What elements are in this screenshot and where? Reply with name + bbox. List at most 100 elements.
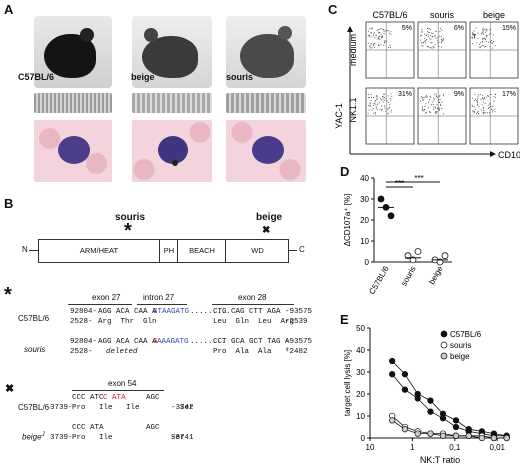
- d-point: [387, 212, 395, 220]
- flow-event-dot: [438, 45, 440, 47]
- seq1-row1-seq-a: AGG ACA CAA A: [98, 308, 157, 316]
- flow-event-dot: [437, 96, 439, 98]
- flow-event-dot: [420, 100, 422, 102]
- flow-event-dot: [370, 100, 372, 102]
- flow-event-dot: [373, 32, 375, 34]
- flow-event-dot: [472, 32, 474, 34]
- flow-event-dot: [476, 112, 477, 114]
- flow-event-dot: [387, 30, 389, 32]
- flow-event-dot: [382, 29, 384, 31]
- flow-event-dot: [440, 105, 442, 106]
- e-y-tick-label: 0: [361, 434, 366, 443]
- flow-event-dot: [368, 30, 370, 32]
- flow-event-dot: [368, 104, 370, 106]
- domain-wd: WD: [225, 240, 289, 262]
- d-point: [414, 248, 422, 255]
- seq1-row2-seq-a: AGG ACA CAA A: [98, 338, 157, 346]
- seq1-row2-deleted: deleted: [106, 348, 138, 356]
- flow-event-dot: [483, 38, 485, 40]
- flow-event-dot: [439, 102, 441, 103]
- flow-event-dot: [482, 98, 484, 100]
- flow-event-dot: [385, 30, 387, 32]
- panel-a-letter: A: [4, 2, 14, 17]
- e-point: [427, 430, 434, 437]
- beige-mutation-label: beige: [256, 212, 283, 223]
- flow-event-dot: [432, 45, 434, 47]
- flow-event-dot: [473, 35, 475, 37]
- flow-event-dot: [438, 109, 440, 111]
- flow-event-dot: [474, 36, 475, 38]
- flow-event-dot: [479, 44, 480, 45]
- flow-event-dot: [420, 35, 422, 37]
- flow-event-dot: [430, 29, 432, 30]
- protein-domain-bar: ARM/HEAT PH BEACH WD: [38, 239, 289, 263]
- flow-event-dot: [482, 106, 484, 108]
- mouse-label-souris: souris: [226, 72, 254, 82]
- domain-beach: BEACH: [177, 240, 226, 262]
- seq2-row1-seq: CCC ATC: [72, 394, 104, 402]
- hair-micrograph-c57bl6: [34, 93, 112, 113]
- flow-event-dot: [373, 46, 375, 48]
- e-point: [414, 395, 421, 402]
- seq1-row2-name: souris: [24, 345, 46, 354]
- flow-event-dot: [486, 112, 488, 114]
- flow-event-dot: [367, 97, 369, 99]
- seq1-row1-pos-a: 92804-: [70, 308, 98, 316]
- flow-event-dot: [373, 44, 374, 46]
- flow-event-dot: [376, 95, 378, 97]
- flow-event-dot: [424, 33, 425, 35]
- flow-event-dot: [483, 101, 485, 103]
- flow-event-dot: [367, 34, 369, 36]
- flow-event-dot: [442, 113, 444, 115]
- flow-event-dot: [388, 101, 390, 103]
- e-legend-label-2: beige: [450, 352, 470, 361]
- seq1-row2-aa-c: Pro Ala Ala *: [213, 348, 290, 356]
- souris-star-marker: *: [124, 220, 132, 242]
- flow-percent-0-1: 6%: [454, 25, 464, 32]
- flow-event-dot: [421, 108, 423, 110]
- exon27-line: [68, 304, 132, 305]
- flow-event-dot: [379, 28, 381, 30]
- n-terminus-line: [29, 250, 38, 251]
- e-point: [401, 386, 409, 393]
- flow-event-dot: [435, 37, 437, 39]
- flow-x-axis-label: CD107a: [498, 150, 520, 160]
- flow-event-dot: [484, 46, 486, 48]
- e-series-line-0: [391, 360, 507, 437]
- flow-y-axis-label: NK1.1: [348, 97, 358, 122]
- flow-event-dot: [373, 108, 375, 110]
- flow-event-dot: [370, 43, 372, 45]
- flow-event-dot: [431, 32, 433, 34]
- flow-event-dot: [484, 38, 486, 40]
- flow-event-dot: [433, 35, 435, 37]
- e-x-tick-label: 10: [366, 443, 375, 452]
- flow-event-dot: [373, 33, 374, 35]
- flow-event-dot: [374, 103, 376, 105]
- flow-event-dot: [494, 97, 496, 99]
- flow-event-dot: [381, 109, 383, 110]
- flow-col-label-0: C57BL/6: [372, 10, 407, 20]
- flow-event-dot: [494, 111, 496, 113]
- flow-event-dot: [441, 39, 442, 40]
- flow-event-dot: [370, 32, 372, 33]
- flow-event-dot: [374, 43, 375, 44]
- flow-event-dot: [383, 33, 385, 35]
- flow-event-dot: [489, 112, 491, 114]
- e-point: [452, 423, 460, 431]
- flow-event-dot: [390, 111, 392, 113]
- flow-event-dot: [375, 103, 377, 105]
- flow-event-dot: [433, 46, 435, 48]
- flow-event-dot: [381, 105, 383, 107]
- flow-event-dot: [442, 38, 444, 40]
- flow-event-dot: [441, 108, 443, 109]
- hair-micrograph-souris: [226, 93, 306, 113]
- flow-percent-1-2: 17%: [502, 91, 516, 98]
- e-point: [465, 432, 472, 439]
- d-point: [436, 258, 444, 266]
- e-point: [389, 357, 396, 365]
- flow-event-dot: [489, 103, 491, 105]
- flow-event-dot: [489, 46, 491, 48]
- flow-event-dot: [371, 47, 373, 49]
- flow-event-dot: [369, 34, 370, 36]
